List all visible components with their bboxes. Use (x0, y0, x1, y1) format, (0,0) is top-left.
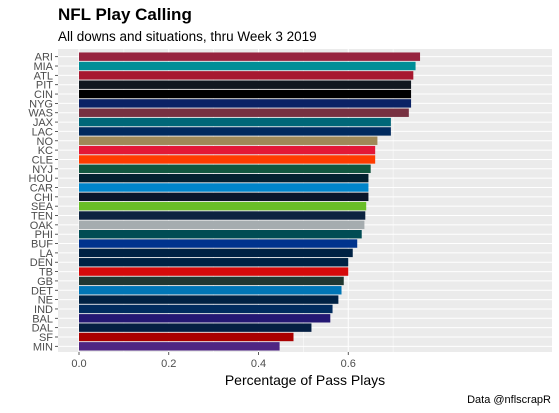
bar-tb (79, 267, 349, 276)
y-tick-label: PIT (36, 80, 53, 92)
bar-oak (79, 220, 365, 230)
chart-subtitle: All downs and situations, thru Week 3 20… (58, 29, 317, 44)
bar-phi (79, 229, 362, 239)
bar-det (79, 286, 342, 295)
bar-nyj (79, 164, 371, 174)
bar-la (79, 248, 353, 258)
y-tick-label: JAX (33, 117, 54, 129)
bars (79, 52, 421, 351)
y-tick-label: OAK (30, 220, 54, 232)
bar-lac (79, 127, 391, 136)
bar-ten (79, 211, 366, 220)
x-tick-label: 0.0 (71, 358, 86, 370)
y-tick-label: CAR (30, 182, 53, 194)
bar-chi (79, 192, 369, 202)
y-tick-label: NYG (29, 98, 53, 110)
bar-gb (79, 276, 344, 286)
y-tick-label: NE (38, 295, 53, 307)
x-tick-label: 0.6 (341, 358, 356, 370)
bar-ind (79, 304, 333, 314)
y-tick-label: LA (40, 248, 54, 260)
y-tick-label: NYJ (32, 164, 53, 176)
bar-hou (79, 173, 369, 183)
bar-bal (79, 314, 331, 323)
bar-no (79, 136, 378, 145)
bar-mia (79, 61, 416, 71)
y-tick-label: NO (37, 136, 54, 148)
bar-cin (79, 89, 412, 99)
y-tick-label: WAS (28, 108, 53, 120)
y-tick-label: SF (39, 332, 53, 344)
y-tick-label: ARI (35, 52, 53, 64)
bar-sf (79, 332, 294, 342)
y-tick-label: BAL (32, 313, 53, 325)
y-tick-label: SEA (31, 201, 54, 213)
bar-was (79, 108, 409, 117)
bar-kc (79, 145, 376, 155)
y-tick-label: CLE (32, 154, 53, 166)
bar-cle (79, 155, 376, 164)
y-tick-label: MIN (33, 341, 53, 353)
bar-jax (79, 117, 391, 127)
x-tick-label: 0.4 (251, 358, 266, 370)
y-tick-label: KC (38, 145, 53, 157)
bar-pit (79, 80, 412, 89)
y-tick-label: PHI (35, 229, 53, 241)
chart-title: NFL Play Calling (58, 5, 192, 24)
bar-ne (79, 295, 339, 304)
bar-car (79, 183, 369, 192)
y-tick-label: GB (37, 276, 53, 288)
y-tick-label: DET (31, 285, 53, 297)
y-tick-label: MIA (33, 61, 53, 73)
x-axis-labels: 0.0 0.2 0.4 0.6 (71, 352, 356, 370)
y-tick-label: LAC (32, 126, 53, 138)
bar-ari (79, 52, 421, 61)
y-tick-label: TEN (31, 211, 53, 223)
bar-atl (79, 71, 414, 80)
bar-den (79, 258, 349, 267)
y-tick-label: TB (39, 267, 53, 279)
y-axis-labels: ARIMIAATLPITCINNYGWASJAXLACNOKCCLENYJHOU… (28, 52, 58, 353)
y-tick-label: BUF (31, 239, 53, 251)
bar-min (79, 342, 280, 351)
y-tick-label: DEN (30, 257, 53, 269)
chart-caption: Data @nflscrapR (467, 394, 551, 406)
y-tick-label: DAL (32, 323, 53, 335)
x-tick-label: 0.2 (161, 358, 176, 370)
bar-dal (79, 323, 312, 332)
x-axis-title: Percentage of Pass Plays (225, 372, 385, 388)
y-tick-label: IND (34, 304, 53, 316)
y-tick-label: CHI (34, 192, 53, 204)
y-tick-label: HOU (29, 173, 54, 185)
y-tick-label: CIN (34, 89, 53, 101)
bar-nyg (79, 99, 412, 108)
bar-buf (79, 239, 358, 248)
bar-sea (79, 201, 367, 211)
y-tick-label: ATL (34, 70, 53, 82)
